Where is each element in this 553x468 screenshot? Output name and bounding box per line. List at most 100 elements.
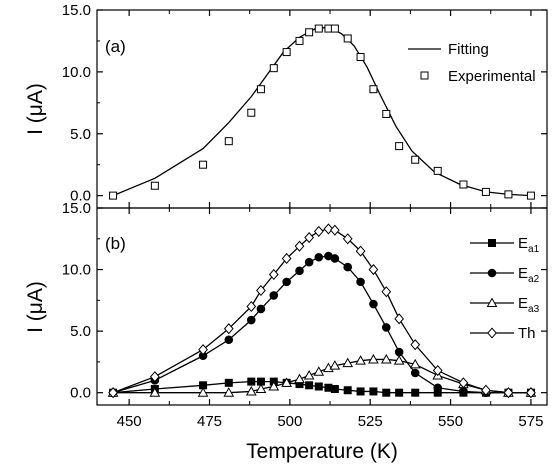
data-point bbox=[526, 387, 536, 399]
data-point bbox=[433, 383, 443, 393]
panel-b-series bbox=[107, 223, 537, 399]
data-point bbox=[409, 358, 421, 369]
data-point bbox=[295, 36, 304, 45]
data-point bbox=[247, 377, 256, 386]
data-point bbox=[411, 388, 420, 397]
data-point bbox=[329, 360, 341, 370]
y-tick-label: 15.0 bbox=[62, 200, 91, 217]
panel-b-frame bbox=[96, 207, 548, 406]
panel-a-label: (a) bbox=[105, 37, 126, 56]
data-point bbox=[369, 85, 378, 94]
data-point bbox=[458, 377, 469, 389]
data-point bbox=[268, 268, 279, 281]
data-point bbox=[198, 344, 208, 356]
data-point bbox=[355, 355, 366, 365]
data-point bbox=[342, 357, 354, 368]
data-point bbox=[246, 300, 257, 313]
data-point bbox=[294, 373, 305, 384]
data-point bbox=[342, 233, 353, 245]
data-point bbox=[503, 387, 514, 399]
data-point bbox=[343, 34, 352, 43]
data-point bbox=[382, 109, 391, 118]
data-point bbox=[282, 277, 291, 287]
x-tick-label: 475 bbox=[197, 413, 222, 430]
data-point bbox=[294, 240, 305, 252]
data-point bbox=[410, 339, 421, 351]
data-point bbox=[281, 252, 292, 265]
data-point bbox=[223, 387, 235, 397]
data-point bbox=[255, 383, 267, 393]
panel-a-frame bbox=[96, 9, 548, 209]
panel-b: 0.0 5.0 10.0 15.0 450 475 500 525 550 575 (b) Ea… bbox=[24, 10, 548, 463]
data-point bbox=[109, 191, 118, 200]
data-point bbox=[432, 364, 443, 377]
legend-item-ea1: Ea1 bbox=[470, 235, 540, 255]
x-tick-label: 550 bbox=[438, 413, 463, 430]
panel-a-series bbox=[109, 24, 535, 200]
panel-a: 0.05.010.015.0 (a) Fitting Experimental … bbox=[24, 2, 548, 209]
data-point bbox=[395, 388, 404, 397]
data-point bbox=[356, 53, 365, 62]
data-point bbox=[256, 304, 266, 314]
data-point bbox=[369, 387, 378, 396]
data-point bbox=[329, 224, 340, 236]
data-point bbox=[314, 24, 323, 33]
data-point bbox=[343, 386, 352, 395]
data-point bbox=[295, 266, 304, 276]
data-point bbox=[224, 335, 234, 345]
y-tick-label: 5.0 bbox=[70, 126, 91, 143]
panel-b-x-ticks: 450 475 500 525 550 575 bbox=[117, 10, 543, 430]
legend-item-ea3: Ea3 bbox=[470, 295, 540, 315]
data-point bbox=[246, 315, 256, 325]
data-point bbox=[313, 366, 325, 376]
series-fitting bbox=[112, 26, 531, 197]
y-tick-label: 10.0 bbox=[62, 64, 91, 81]
panel-b-y-axis-title: I (μA) bbox=[24, 281, 47, 333]
data-point bbox=[303, 369, 315, 380]
data-point bbox=[149, 371, 160, 383]
legend-label: Th bbox=[518, 325, 536, 342]
data-point bbox=[394, 313, 405, 325]
x-axis-title: Temperature (K) bbox=[246, 440, 398, 463]
data-point bbox=[197, 387, 209, 397]
data-point bbox=[382, 388, 391, 397]
legend-label: Ea3 bbox=[518, 295, 540, 315]
legend-fitting-label: Fitting bbox=[448, 41, 489, 58]
series-line bbox=[112, 228, 531, 394]
data-point bbox=[380, 353, 392, 364]
data-point bbox=[314, 252, 324, 262]
data-point bbox=[268, 381, 280, 391]
y-tick-label: 5.0 bbox=[70, 323, 91, 340]
series-experimental bbox=[109, 24, 535, 200]
data-point bbox=[269, 291, 279, 300]
data-point bbox=[256, 284, 266, 297]
data-point bbox=[481, 187, 490, 196]
data-point bbox=[150, 181, 159, 190]
data-point bbox=[368, 264, 379, 276]
legend-marker bbox=[487, 268, 497, 278]
data-point bbox=[223, 323, 234, 335]
data-point bbox=[395, 142, 404, 151]
data-point bbox=[149, 387, 161, 397]
panel-b-y-ticks: 0.0 5.0 10.0 15.0 bbox=[62, 200, 547, 402]
legend-experimental-marker bbox=[420, 71, 429, 80]
data-point bbox=[504, 190, 513, 199]
data-point bbox=[369, 299, 378, 309]
x-tick-label: 575 bbox=[518, 413, 543, 430]
y-tick-label: 0.0 bbox=[70, 188, 91, 205]
data-point bbox=[108, 387, 118, 399]
data-point bbox=[323, 223, 334, 235]
legend-marker bbox=[488, 239, 496, 247]
data-point bbox=[247, 108, 256, 117]
data-point bbox=[381, 286, 392, 298]
legend-marker bbox=[486, 297, 498, 307]
data-point bbox=[224, 378, 233, 387]
panel-b-legend: Ea1 Ea2 Ea3 Th bbox=[470, 235, 540, 342]
legend-item-th: Th bbox=[470, 325, 536, 342]
data-point bbox=[282, 48, 291, 57]
legend-experimental-label: Experimental bbox=[448, 68, 536, 85]
data-point bbox=[394, 347, 404, 357]
data-point bbox=[459, 387, 468, 396]
data-point bbox=[305, 381, 314, 390]
panel-b-label: (b) bbox=[105, 234, 126, 253]
